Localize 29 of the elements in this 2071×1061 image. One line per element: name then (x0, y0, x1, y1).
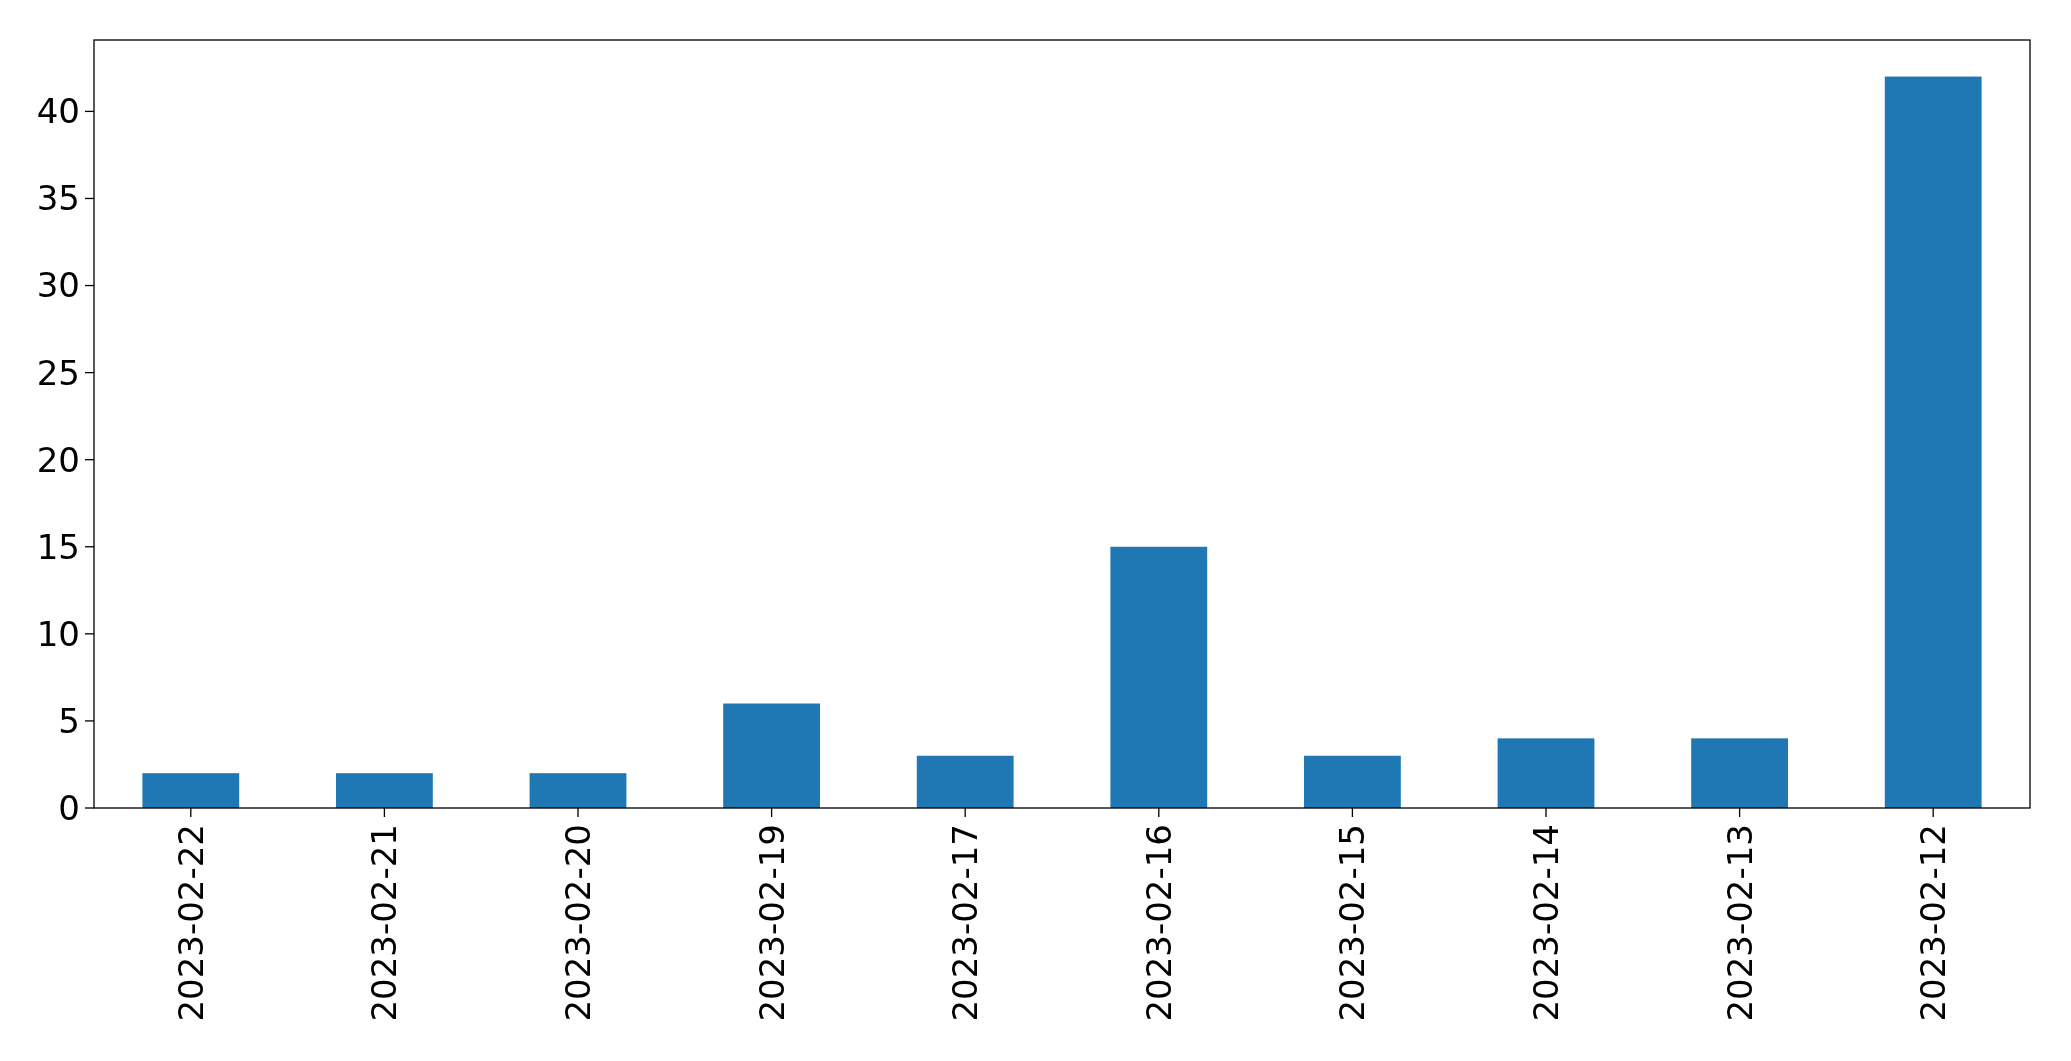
y-tick-label: 5 (58, 700, 80, 741)
bar (142, 773, 240, 808)
bar (723, 703, 820, 808)
y-tick-label: 30 (36, 265, 80, 306)
x-tick-label: 2023-02-15 (1332, 824, 1373, 1022)
bar (1884, 76, 1982, 808)
x-tick-label: 2023-02-12 (1913, 824, 1954, 1022)
y-tick-label: 35 (36, 178, 80, 219)
bar (1497, 738, 1595, 808)
x-tick-label: 2023-02-19 (751, 824, 792, 1022)
x-tick-label: 2023-02-17 (945, 824, 986, 1022)
bar (916, 755, 1014, 808)
x-tick-label: 2023-02-20 (557, 824, 598, 1022)
y-tick-label: 40 (36, 91, 80, 132)
bar (1304, 755, 1401, 808)
bar (336, 773, 433, 808)
bar (529, 773, 627, 808)
x-tick-label: 2023-02-13 (1719, 824, 1760, 1022)
y-tick-label: 20 (36, 439, 80, 480)
x-tick-label: 2023-02-16 (1138, 824, 1179, 1022)
y-tick-label: 25 (36, 352, 80, 393)
bar (1691, 738, 1788, 808)
y-tick-label: 15 (36, 526, 80, 567)
y-tick-label: 0 (58, 787, 80, 828)
x-tick-label: 2023-02-22 (170, 824, 211, 1022)
x-tick-label: 2023-02-21 (364, 824, 405, 1022)
bar (1110, 546, 1208, 808)
y-tick-label: 10 (36, 613, 80, 654)
x-tick-label: 2023-02-14 (1525, 824, 1566, 1022)
